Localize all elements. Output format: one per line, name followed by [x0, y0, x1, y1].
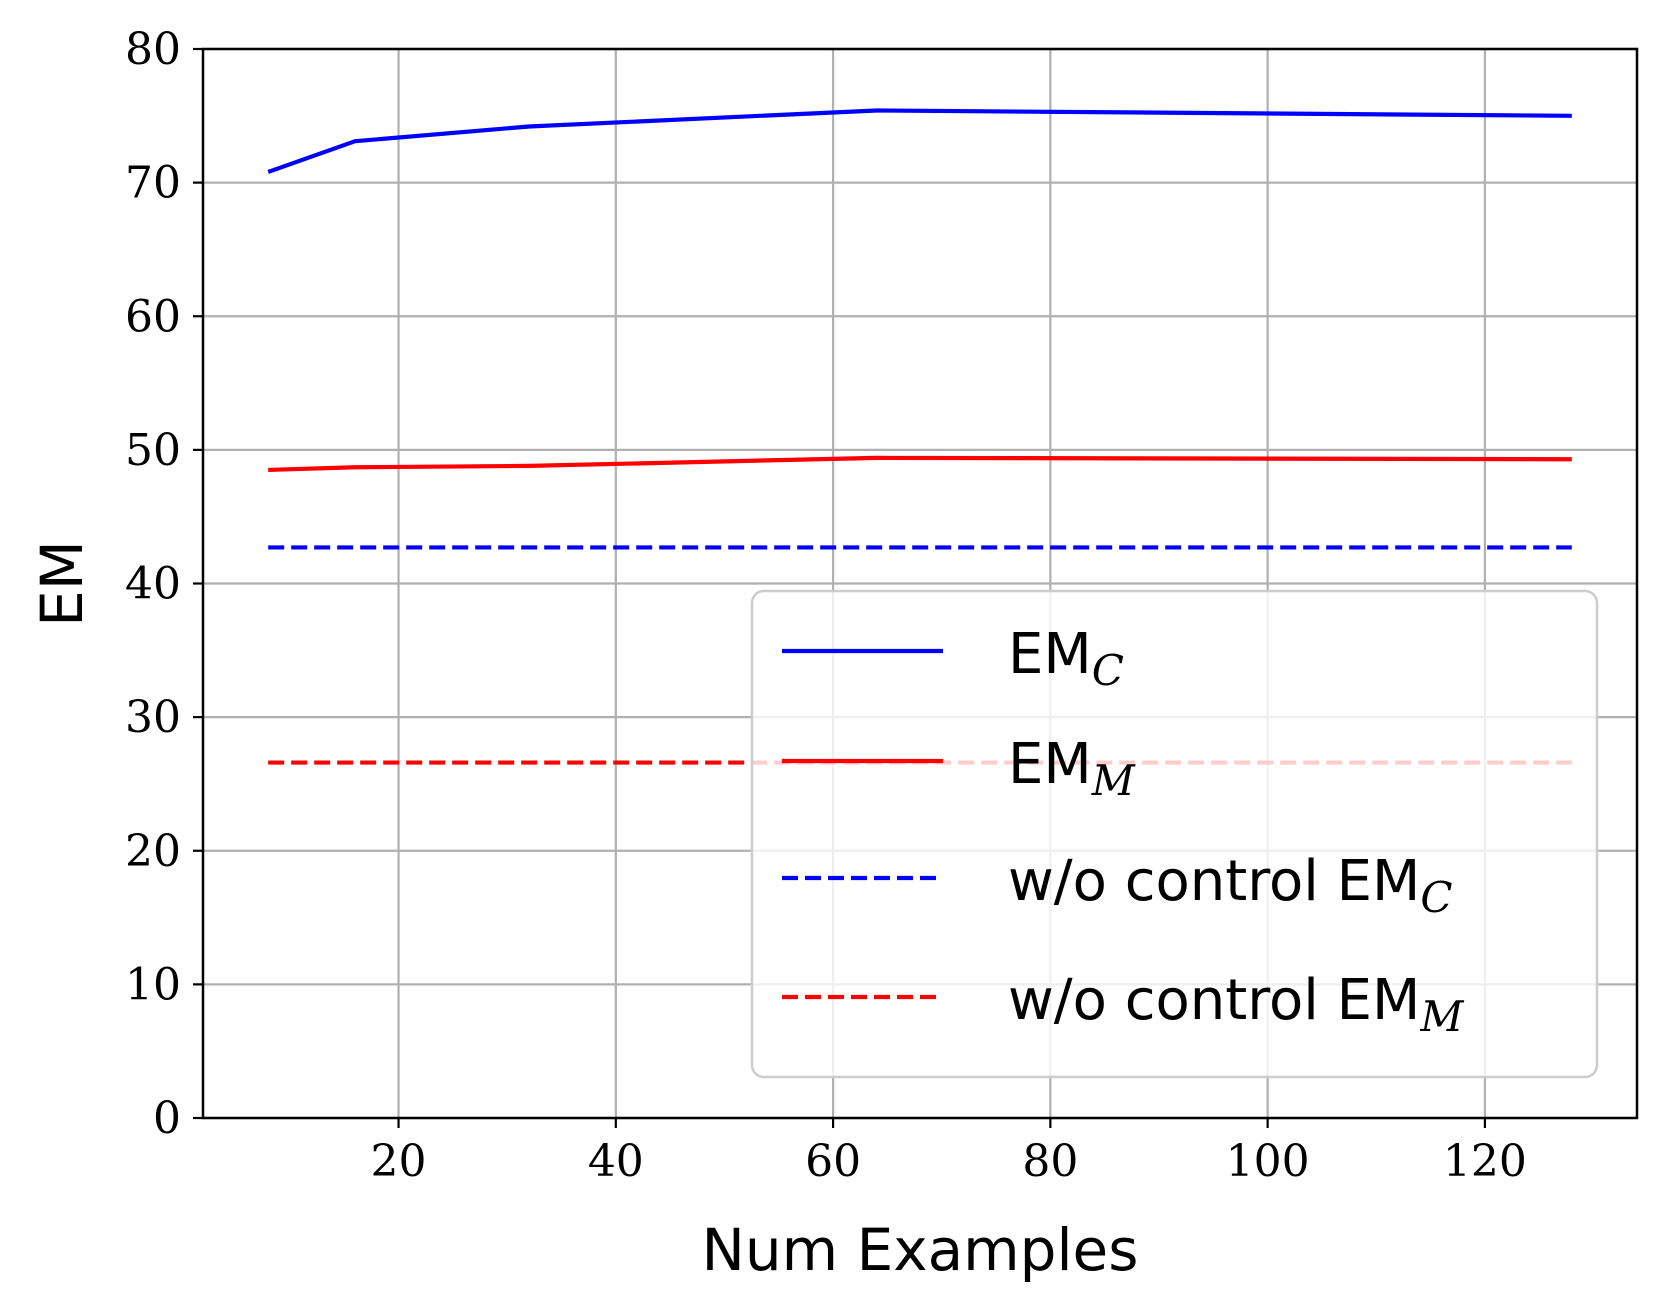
- x-tick-label: 120: [1443, 1136, 1527, 1187]
- y-tick-label: 60: [125, 291, 181, 342]
- y-tick-label: 70: [125, 158, 181, 209]
- legend-label-1: EMC: [1008, 622, 1124, 695]
- y-tick-label: 10: [125, 959, 181, 1010]
- y-tick-label: 30: [125, 692, 181, 743]
- y-axis-ticks: 0 10 20 30 40 50 60 70 80: [125, 24, 203, 1144]
- y-tick-label: 50: [125, 425, 181, 476]
- x-tick-label: 40: [588, 1136, 644, 1187]
- legend-box: [750, 589, 1599, 1079]
- y-tick-label: 40: [125, 559, 181, 610]
- y-tick-label: 20: [125, 826, 181, 877]
- x-axis-title: Num Examples: [702, 1216, 1139, 1284]
- x-axis-ticks: 20 40 60 80 100 120: [371, 1118, 1527, 1187]
- legend-label-3: w/o control EMC: [1008, 849, 1452, 922]
- x-tick-label: 60: [805, 1136, 861, 1187]
- series-line-2: [268, 455, 1572, 473]
- legend: EMC EMM w/o control EMC w/o control EMM: [750, 589, 1599, 1079]
- y-tick-label: 0: [153, 1093, 181, 1144]
- legend-label-2: EMM: [1008, 732, 1136, 805]
- y-axis-title: EM: [28, 540, 96, 627]
- legend-label-4: w/o control EMM: [1008, 968, 1464, 1041]
- x-tick-label: 80: [1022, 1136, 1078, 1187]
- y-tick-label: 80: [125, 24, 181, 75]
- x-tick-label: 20: [371, 1136, 427, 1187]
- x-tick-label: 100: [1226, 1136, 1310, 1187]
- series-line-1: [267, 108, 1572, 174]
- grid: [203, 47, 1637, 1120]
